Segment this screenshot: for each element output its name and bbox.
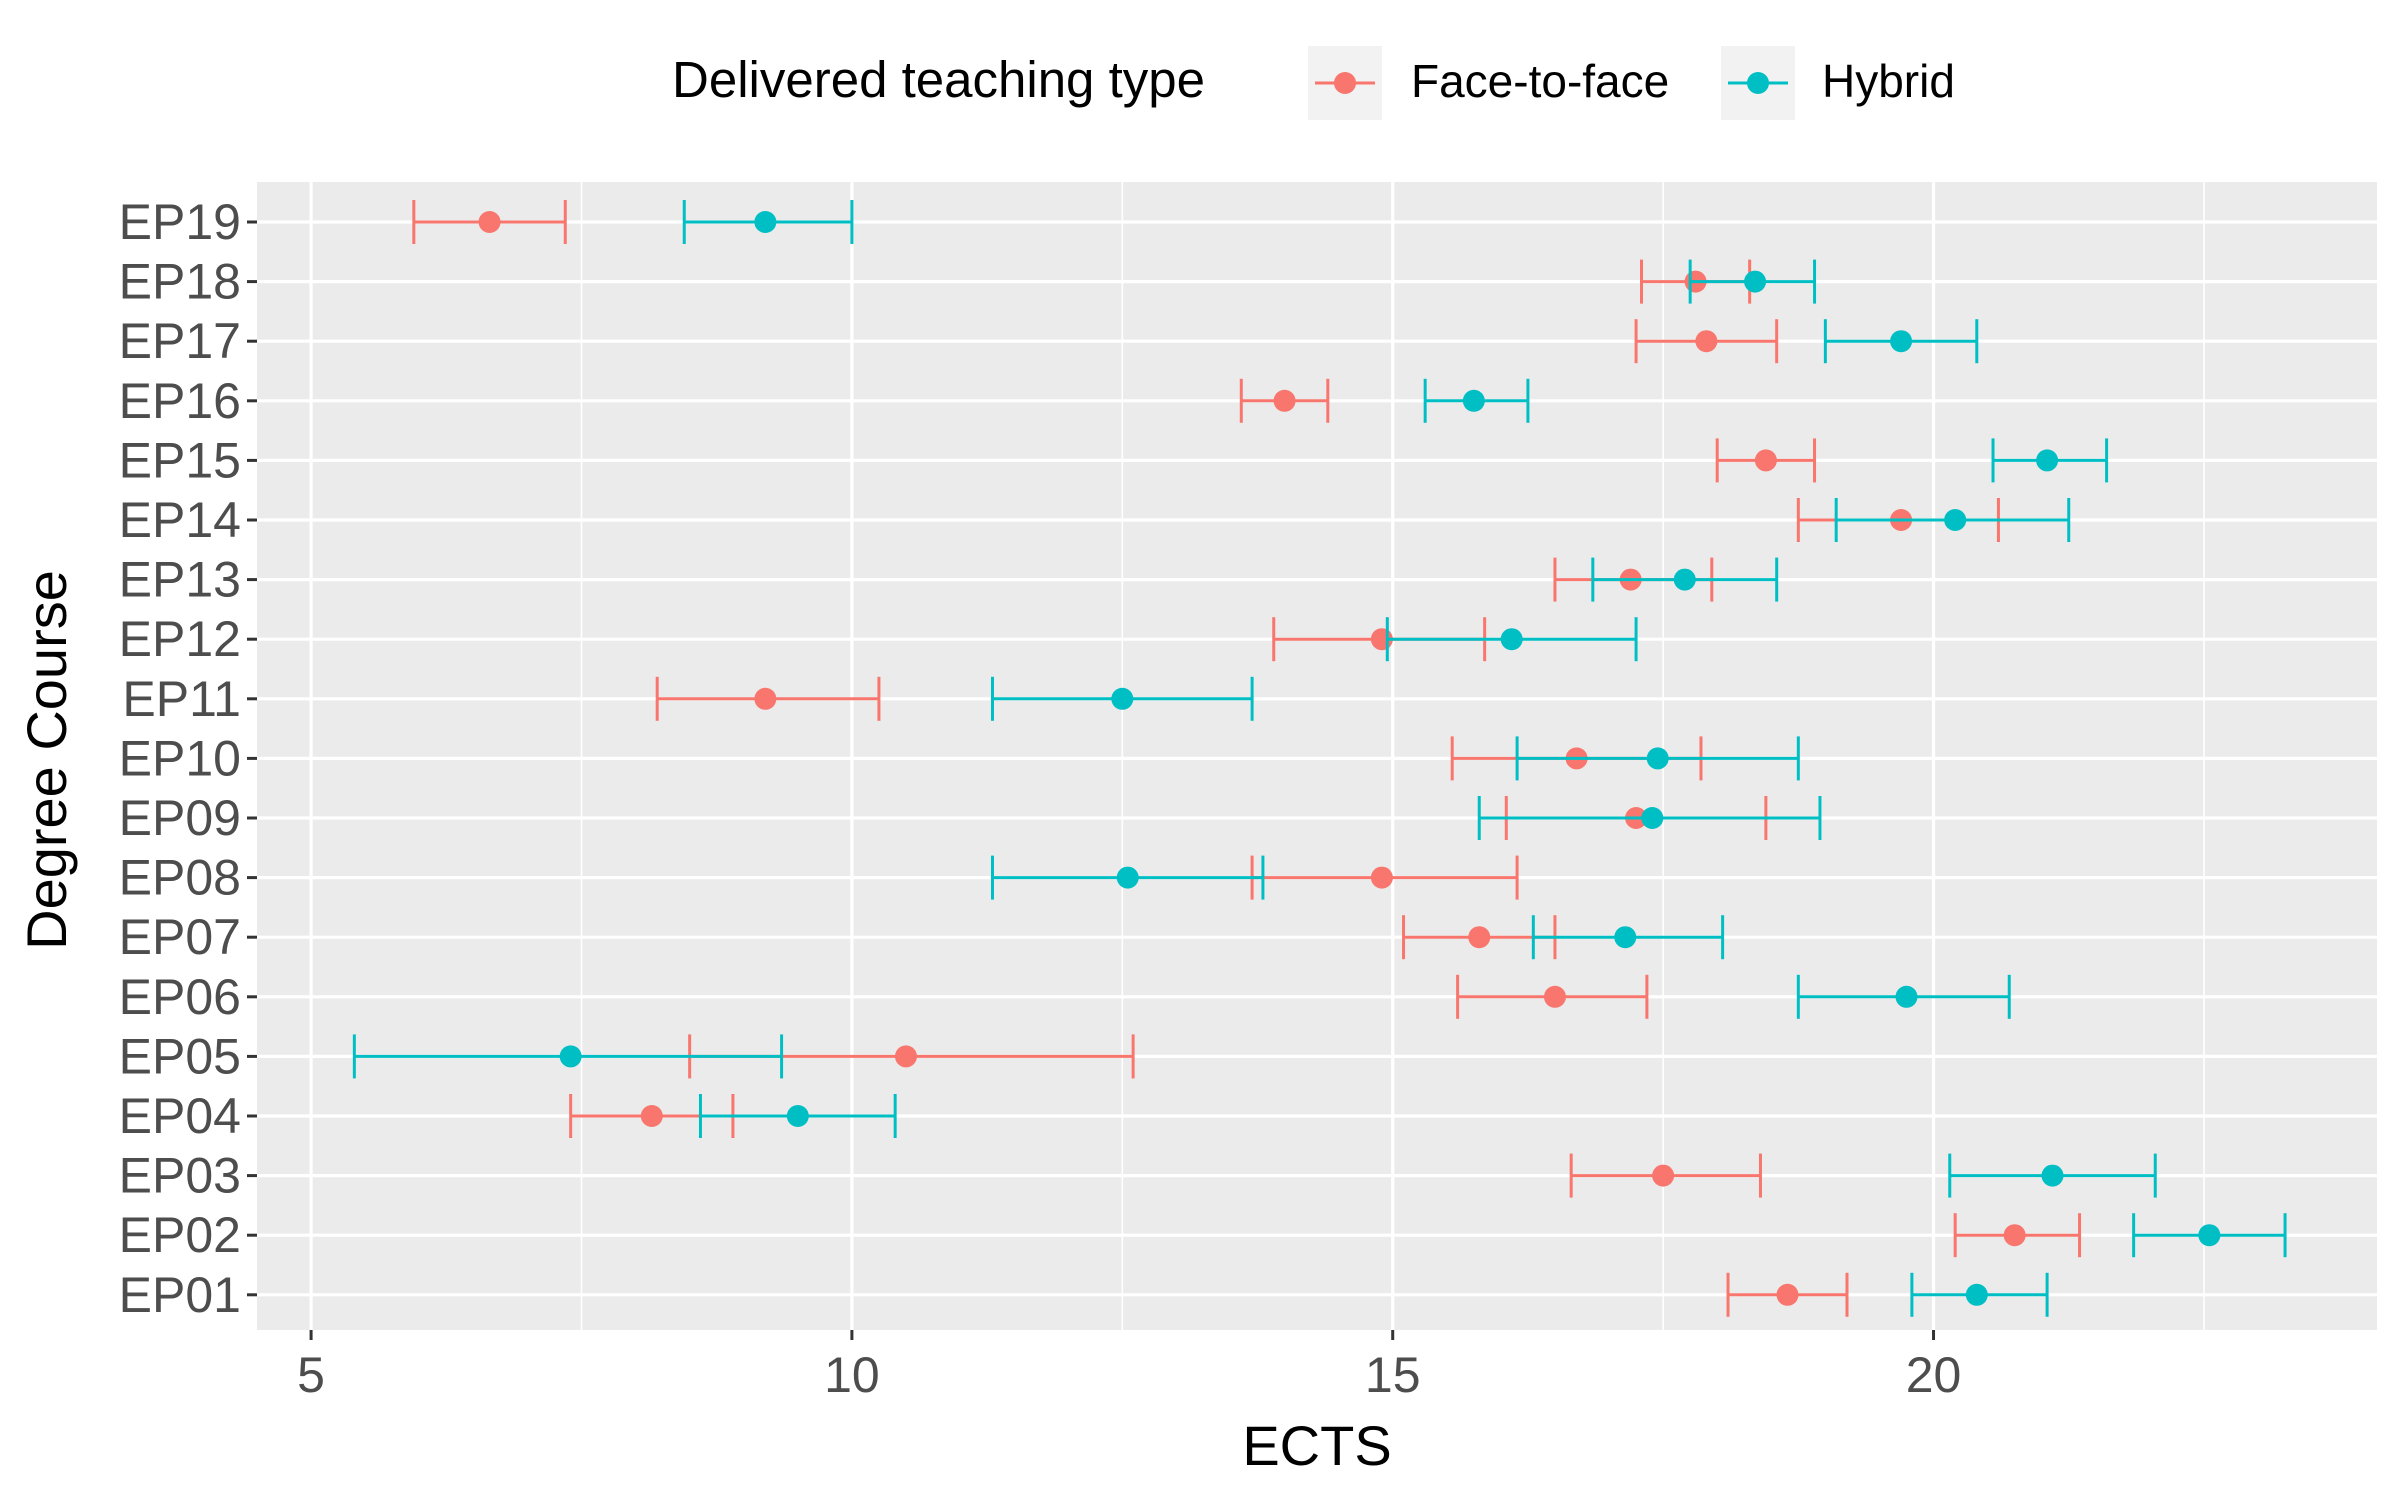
data-point (754, 211, 777, 233)
data-point (2003, 1224, 2026, 1247)
x-tick-label: 10 (824, 1347, 880, 1403)
y-tick-label: EP15 (119, 432, 241, 488)
y-tick-label: EP05 (119, 1028, 241, 1084)
y-tick-label: EP10 (119, 730, 241, 786)
data-point (1116, 866, 1139, 889)
y-tick-label: EP09 (119, 790, 241, 846)
data-point (1500, 628, 1523, 651)
y-tick-label: EP03 (119, 1148, 241, 1204)
y-axis-title: Degree Course (15, 570, 78, 950)
series-face-to-face (412, 200, 2082, 1317)
data-point (1965, 1283, 1988, 1306)
grid-major (257, 182, 2377, 1330)
y-tick-label: EP12 (119, 611, 241, 667)
data-point (559, 1045, 582, 1068)
data-point (1370, 866, 1393, 889)
legend-key-point (1747, 72, 1769, 94)
data-point (2041, 1164, 2064, 1187)
data-point (1462, 389, 1485, 412)
data-point (1890, 330, 1913, 353)
y-tick-label: EP01 (119, 1267, 241, 1323)
legend: Delivered teaching type Face-to-face Hybr… (672, 46, 1955, 120)
y-tick-label: EP04 (119, 1088, 241, 1144)
y-tick-label: EP13 (119, 552, 241, 608)
data-point (1111, 687, 1134, 710)
y-tick-label: EP11 (122, 671, 241, 727)
y-tick-label: EP17 (119, 313, 241, 369)
legend-title: Delivered teaching type (672, 51, 1205, 108)
data-point (2198, 1224, 2221, 1247)
y-tick-label: EP16 (119, 373, 241, 429)
series-hybrid (352, 200, 2287, 1317)
x-axis: 5 10 15 20 (297, 1330, 1961, 1403)
data-point (894, 1045, 917, 1068)
y-tick-label: EP06 (119, 969, 241, 1025)
data-point (478, 211, 501, 233)
y-tick-label: EP19 (119, 194, 241, 250)
data-point (1641, 807, 1664, 829)
data-point (1673, 568, 1696, 591)
y-tick-label: EP18 (119, 254, 241, 310)
y-tick-label: EP02 (119, 1207, 241, 1263)
data-point (1614, 926, 1637, 949)
data-point (754, 687, 777, 710)
x-axis-title: ECTS (1242, 1414, 1391, 1477)
x-tick-label: 15 (1365, 1347, 1421, 1403)
data-point (1776, 1283, 1799, 1306)
data-point (1695, 330, 1718, 353)
legend-key-point (1334, 72, 1356, 94)
legend-label: Hybrid (1822, 55, 1955, 107)
data-point (1744, 270, 1767, 293)
y-tick-label: EP08 (119, 850, 241, 906)
data-layer (352, 200, 2287, 1317)
data-point (1895, 985, 1918, 1008)
data-point (640, 1105, 663, 1127)
grid-minor (580, 182, 2205, 1330)
data-point (786, 1105, 809, 1127)
y-axis: EP01EP02EP03EP04EP05EP06EP07EP08EP09EP10… (119, 194, 257, 1323)
data-point (1468, 926, 1491, 949)
data-point (1646, 747, 1669, 770)
y-tick-label: EP07 (119, 909, 241, 965)
legend-item: Hybrid (1721, 46, 1955, 120)
data-point (1543, 985, 1566, 1008)
y-tick-label: EP14 (119, 492, 241, 548)
data-point (1754, 449, 1777, 472)
data-point (1944, 509, 1967, 531)
data-point (1273, 389, 1296, 412)
x-tick-label: 20 (1906, 1347, 1962, 1403)
data-point (2036, 449, 2059, 472)
legend-label: Face-to-face (1411, 55, 1669, 107)
data-point (1652, 1164, 1675, 1187)
plot-panel (257, 182, 2377, 1330)
legend-items: Face-to-face Hybrid (1308, 46, 1955, 120)
x-tick-label: 5 (297, 1347, 325, 1403)
legend-item: Face-to-face (1308, 46, 1669, 120)
